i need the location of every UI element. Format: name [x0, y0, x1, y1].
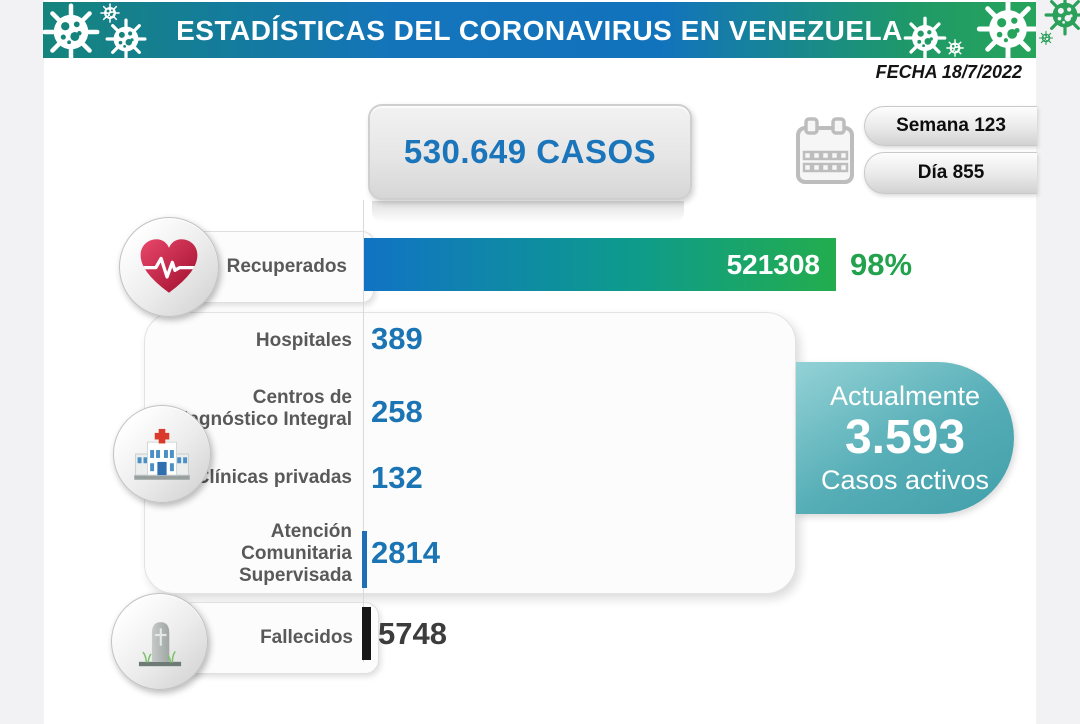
deceased-label: Fallecidos [260, 627, 353, 648]
recovered-label: Recuperados [226, 256, 347, 277]
acs-label-line: Supervisada [239, 565, 352, 586]
clinics-value: 132 [371, 460, 423, 495]
recovered-bar: 521308 [364, 238, 836, 291]
recovered-value: 521308 [726, 248, 820, 280]
acs-minibar [362, 531, 367, 588]
deceased-icon-badge [111, 593, 208, 690]
cdi-label-line: Centros de [252, 387, 352, 408]
report-date: FECHA 18/7/2022 [875, 62, 1022, 82]
virus-icon [945, 38, 965, 58]
deceased-label-box: Fallecidos [180, 602, 379, 674]
virus-icon [901, 14, 949, 58]
total-cases-box: 530.649 CASOS [368, 104, 692, 200]
hospitals-label: Hospitales [140, 330, 352, 352]
value-divider-line [363, 200, 364, 662]
deceased-minibar [362, 607, 371, 660]
facilities-icon-badge [113, 405, 211, 503]
acs-value: 2814 [371, 535, 440, 570]
deceased-value: 5748 [378, 616, 447, 651]
virus-icon [1038, 30, 1054, 46]
calendar-icon [796, 117, 854, 184]
hospitals-label-line: Hospitales [255, 330, 352, 351]
cdi-label-line: Diagnóstico Integral [169, 409, 352, 430]
clinics-label: Clínicas privadas [140, 467, 352, 489]
acs-label: Atención Comunitaria Supervisada [140, 521, 352, 587]
total-cases-reflection [372, 201, 684, 223]
recovered-icon-badge [119, 217, 219, 317]
page-title: ESTADÍSTICAS DEL CORONAVIRUS EN VENEZUEL… [176, 15, 903, 46]
tombstone-icon [138, 621, 181, 666]
acs-label-line: Comunitaria [241, 543, 352, 564]
cdi-value: 258 [371, 394, 423, 429]
cdi-label: Centros de Diagnóstico Integral [140, 387, 352, 431]
virus-icon [973, 2, 1036, 58]
facilities-panel [144, 312, 796, 594]
recovered-percent: 98% [850, 246, 913, 282]
day-counter: Día 855 [864, 152, 1037, 194]
active-cases-badge: Actualmente 3.593 Casos activos [796, 362, 1014, 514]
hospital-icon [134, 428, 190, 480]
left-margin-strip [0, 0, 44, 724]
week-counter: Semana 123 [864, 106, 1037, 146]
total-cases-value: 530.649 CASOS [403, 133, 657, 170]
acs-label-line: Atención [270, 521, 352, 542]
active-cases-caption-bottom: Casos activos [820, 465, 990, 495]
heart-ekg-icon [140, 239, 198, 293]
clinics-label-line: Clínicas privadas [195, 467, 352, 488]
header-banner: ESTADÍSTICAS DEL CORONAVIRUS EN VENEZUEL… [43, 2, 1036, 58]
right-margin-strip [1036, 0, 1080, 724]
active-cases-caption-top: Actualmente [829, 381, 981, 411]
hospitals-value: 389 [371, 321, 423, 356]
active-cases-value: 3.593 [844, 411, 966, 464]
